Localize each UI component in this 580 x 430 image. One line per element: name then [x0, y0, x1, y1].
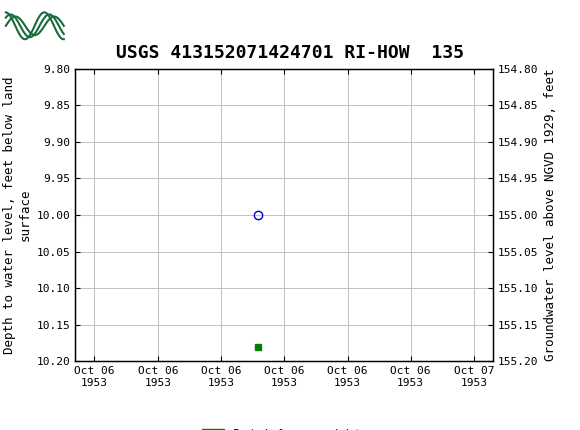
Legend: Period of approved data: Period of approved data [197, 424, 371, 430]
Bar [6, 4, 64, 47]
Y-axis label: Depth to water level, feet below land
surface: Depth to water level, feet below land su… [3, 76, 31, 354]
Y-axis label: Groundwater level above NGVD 1929, feet: Groundwater level above NGVD 1929, feet [544, 69, 557, 361]
Text: USGS: USGS [75, 16, 144, 36]
Text: USGS 413152071424701 RI-HOW  135: USGS 413152071424701 RI-HOW 135 [116, 44, 464, 62]
